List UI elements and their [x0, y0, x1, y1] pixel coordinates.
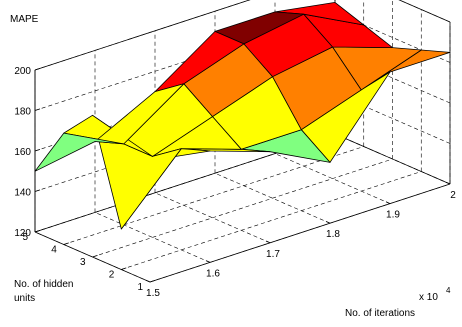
x-tick-label: 1.5 — [146, 288, 160, 299]
x-tick-label: 1.7 — [266, 249, 280, 260]
y-tick — [149, 280, 156, 283]
y-axis-label-line1: No. of hidden — [14, 279, 74, 290]
surface-layer — [34, 2, 451, 230]
z-tick-label: 160 — [14, 147, 31, 158]
y-axis-label-line2: units — [14, 293, 35, 304]
z-tick-label: 180 — [14, 107, 31, 118]
y-tick — [63, 242, 69, 245]
x-tick — [385, 201, 391, 204]
z-tick — [34, 189, 41, 192]
x-tick-label: 1.6 — [206, 268, 220, 279]
floor-grid-y — [63, 146, 364, 245]
y-tick-label: 1 — [137, 282, 143, 293]
y-tick-label: 5 — [22, 232, 28, 243]
ticks-layer: 120 140 160 180 200 1 2 3 4 5 1.5 1.6 1.7 1.8 1.9 2 — [14, 66, 456, 299]
y-tick — [121, 267, 127, 270]
back-grid-z — [34, 0, 251, 71]
x-tick-label: 1.9 — [386, 210, 400, 221]
x-tick — [205, 260, 211, 263]
z-axis-label: MAPE — [10, 14, 39, 25]
surface-patch — [34, 132, 125, 172]
x-tick — [145, 279, 151, 283]
x-multiplier-exp: 4 — [446, 286, 451, 295]
x-tick — [265, 240, 271, 244]
floor-grid-y — [92, 158, 393, 258]
y-tick-label: 2 — [109, 270, 115, 281]
z-tick-label: 200 — [14, 66, 31, 77]
y-tick — [34, 230, 41, 233]
x-tick-label: 1.8 — [326, 229, 340, 240]
y-tick-label: 4 — [51, 245, 57, 256]
x-multiplier: x 10 — [419, 292, 438, 303]
y-tick — [92, 255, 98, 258]
x-tick-label: 2 — [450, 190, 456, 201]
x-tick — [325, 221, 331, 224]
box-edge-front — [149, 183, 451, 283]
x-tick — [445, 181, 451, 185]
z-tick-label: 120 — [14, 228, 31, 239]
z-tick — [34, 149, 41, 152]
z-tick — [34, 68, 41, 71]
y-tick-label: 3 — [80, 257, 86, 268]
box-edge — [398, 0, 451, 23]
z-tick — [34, 108, 41, 111]
floor-grid-y — [121, 171, 422, 270]
z-tick-label: 140 — [14, 188, 31, 199]
back-grid-z — [34, 133, 336, 233]
x-axis-label: No. of iterations — [345, 308, 415, 319]
